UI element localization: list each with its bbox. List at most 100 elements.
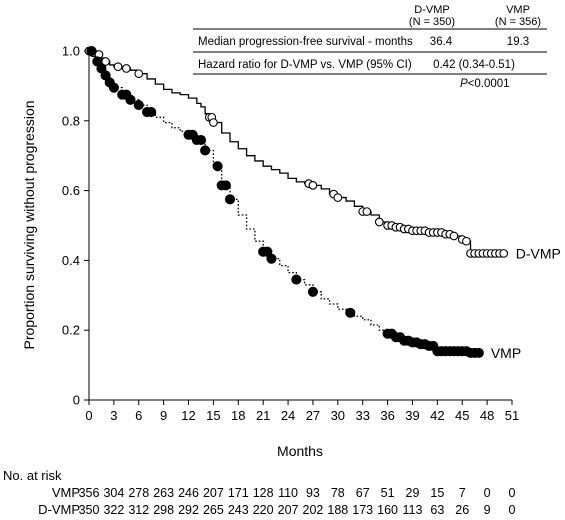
y-tick-label: 0.4 bbox=[62, 253, 80, 268]
hazard-ratio-label: Hazard ratio for D-VMP vs. VMP (95% CI) bbox=[198, 59, 412, 71]
at-risk-value: 202 bbox=[303, 503, 324, 517]
censor-marker-vmp bbox=[195, 134, 207, 146]
series-line-vmp bbox=[89, 50, 479, 354]
col-header-dvmp-n: (N = 350) bbox=[409, 16, 455, 28]
x-tick-label: 33 bbox=[355, 408, 369, 423]
x-tick-label: 51 bbox=[505, 408, 519, 423]
at-risk-value: 312 bbox=[128, 503, 149, 517]
at-risk-value: 356 bbox=[79, 486, 100, 500]
col-header-dvmp: D-VMP bbox=[414, 4, 449, 16]
censor-marker-vmp bbox=[146, 107, 157, 118]
at-risk-value: 0 bbox=[509, 486, 516, 500]
at-risk-values: 356 304 278 263 246 207 171 128 110 93 78 67 51 29 15 7… bbox=[79, 486, 516, 517]
at-risk-value: 304 bbox=[103, 486, 124, 500]
x-tick-label: 39 bbox=[405, 408, 419, 423]
at-risk-value: 113 bbox=[403, 503, 423, 517]
at-risk-value: 51 bbox=[381, 486, 395, 500]
at-risk-value: 78 bbox=[331, 486, 345, 500]
at-risk-value: 292 bbox=[178, 503, 199, 517]
y-tick-label: 0.8 bbox=[62, 113, 80, 128]
at-risk-value: 243 bbox=[228, 503, 249, 517]
at-risk-value: 263 bbox=[153, 486, 174, 500]
at-risk-value: 128 bbox=[253, 486, 274, 500]
censor-marker-vmp bbox=[266, 253, 277, 264]
censor-marker-vmp bbox=[200, 145, 211, 156]
at-risk-value: 93 bbox=[306, 486, 320, 500]
series-line-d-vmp bbox=[89, 50, 504, 255]
x-tick-label: 12 bbox=[181, 408, 195, 423]
x-tick-label: 15 bbox=[206, 408, 220, 423]
censor-marker-vmp bbox=[125, 94, 136, 105]
summary-table: D-VMP (N = 350) VMP (N = 356) Median pro… bbox=[193, 4, 547, 90]
censor-marker-d-vmp bbox=[462, 236, 471, 246]
at-risk-value: 7 bbox=[459, 486, 466, 500]
x-axis-label: Months bbox=[277, 443, 323, 459]
x-tick-label: 21 bbox=[256, 408, 270, 423]
at-risk-value: 322 bbox=[103, 503, 124, 517]
col-header-vmp-n: (N = 356) bbox=[495, 16, 541, 28]
x-tick-label: 45 bbox=[455, 408, 469, 423]
censor-marker-vmp bbox=[86, 45, 97, 57]
censor-marker-d-vmp bbox=[308, 181, 318, 190]
at-risk-value: 173 bbox=[352, 503, 373, 517]
at-risk-title: No. at risk bbox=[3, 468, 62, 483]
x-ticks: 0 3 6 9 12 15 18 21 24 27 30 33 36 39 42 45 48 51 bbox=[85, 400, 519, 423]
x-tick-label: 36 bbox=[380, 408, 394, 423]
median-pfs-label: Median progression-free survival - month… bbox=[198, 36, 413, 48]
hazard-ratio-value: 0.42 (0.34-0.51) bbox=[433, 59, 515, 71]
at-risk-table: No. at risk VMP D-VMP 356 304 278 263 246 207… bbox=[3, 468, 516, 517]
at-risk-label-dvmp: D-VMP bbox=[38, 502, 80, 517]
series-d-vmp: D-VMP bbox=[84, 46, 561, 261]
censor-marker-vmp bbox=[345, 307, 356, 318]
censor-marker-d-vmp bbox=[362, 207, 372, 216]
at-risk-value: 207 bbox=[278, 503, 299, 517]
series-vmp: VMP bbox=[86, 45, 521, 361]
censor-marker-vmp bbox=[133, 100, 144, 111]
x-tick-label: 0 bbox=[85, 408, 92, 423]
at-risk-value: 160 bbox=[377, 503, 398, 517]
x-tick-label: 18 bbox=[231, 408, 245, 423]
at-risk-value: 246 bbox=[178, 486, 199, 500]
y-tick-label: 0.6 bbox=[62, 183, 80, 198]
at-risk-value: 171 bbox=[228, 486, 249, 500]
censor-marker-d-vmp bbox=[374, 217, 384, 227]
y-tick-label: 0.2 bbox=[62, 323, 80, 338]
x-tick-label: 24 bbox=[281, 408, 295, 423]
y-tick-label: 0 bbox=[73, 393, 80, 408]
at-risk-value: 188 bbox=[327, 503, 348, 517]
at-risk-value: 63 bbox=[430, 503, 444, 517]
at-risk-value: 0 bbox=[509, 503, 516, 517]
x-tick-label: 3 bbox=[110, 408, 117, 423]
at-risk-value: 265 bbox=[203, 503, 224, 517]
censor-marker-vmp bbox=[212, 161, 223, 172]
at-risk-value: 110 bbox=[278, 486, 298, 500]
censor-marker-vmp bbox=[224, 194, 236, 205]
median-pfs-dvmp: 36.4 bbox=[430, 36, 453, 48]
col-header-vmp: VMP bbox=[506, 4, 530, 16]
median-pfs-vmp: 19.3 bbox=[507, 36, 529, 48]
x-tick-label: 30 bbox=[331, 408, 345, 423]
censor-marker-vmp bbox=[473, 347, 484, 358]
series-layer: D-VMP VMP bbox=[84, 45, 561, 361]
censor-marker-vmp bbox=[220, 180, 231, 191]
series-end-label-vmp: VMP bbox=[491, 345, 521, 361]
censor-marker-d-vmp bbox=[113, 62, 123, 72]
at-risk-value: 350 bbox=[79, 503, 100, 517]
x-tick-label: 6 bbox=[135, 408, 142, 423]
censor-marker-d-vmp bbox=[449, 231, 459, 241]
at-risk-value: 220 bbox=[253, 503, 274, 517]
at-risk-value: 278 bbox=[128, 486, 149, 500]
series-end-label-d-vmp: D-VMP bbox=[516, 245, 561, 261]
x-tick-label: 42 bbox=[430, 408, 444, 423]
at-risk-value: 15 bbox=[430, 486, 444, 500]
at-risk-value: 67 bbox=[356, 486, 370, 500]
censor-marker-d-vmp bbox=[209, 118, 218, 127]
axes: 0 3 6 9 12 15 18 21 24 27 30 33 36 39 42 45 48 51 00.20.4… bbox=[21, 44, 519, 460]
censor-marker-d-vmp bbox=[121, 64, 131, 73]
at-risk-value: 9 bbox=[484, 503, 491, 517]
censor-marker-d-vmp bbox=[134, 69, 144, 79]
y-tick-label: 1.0 bbox=[62, 44, 80, 59]
censor-marker-vmp bbox=[291, 274, 302, 285]
censor-marker-d-vmp bbox=[499, 249, 509, 258]
